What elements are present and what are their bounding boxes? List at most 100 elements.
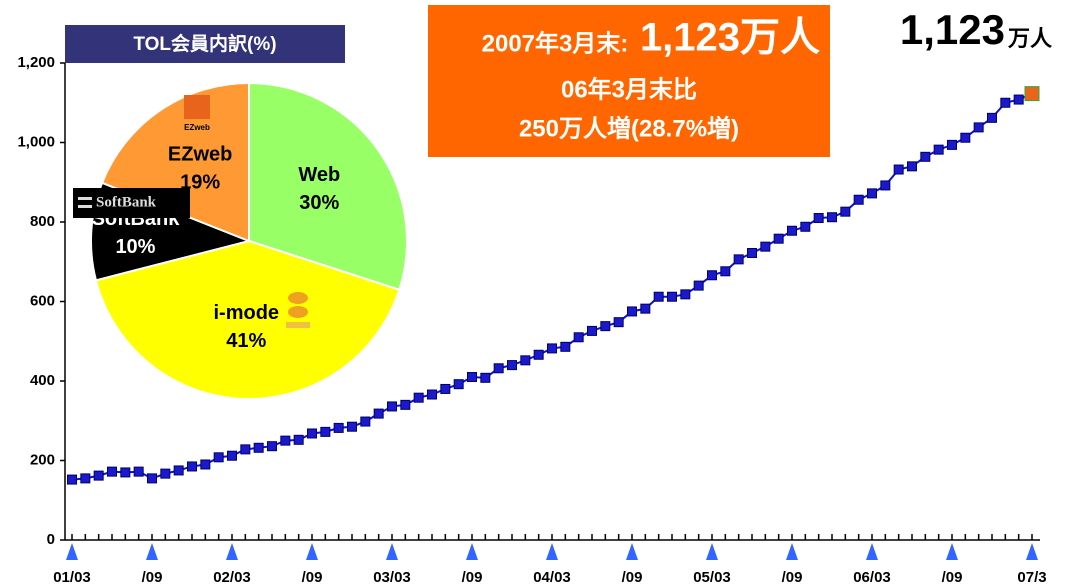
x-marker	[866, 543, 878, 560]
x-marker	[466, 543, 478, 560]
x-tick-label: /09	[942, 569, 963, 586]
data-point	[933, 144, 944, 155]
data-point	[547, 343, 557, 354]
data-point	[627, 306, 637, 317]
data-point	[840, 206, 851, 217]
data-point	[760, 241, 771, 252]
data-point	[67, 474, 77, 485]
data-point	[1000, 97, 1011, 108]
annotation: 250万人増(28.7%増)	[519, 114, 739, 142]
data-point	[507, 360, 517, 371]
data-point	[133, 466, 144, 477]
data-point	[467, 372, 477, 383]
data-point	[93, 470, 104, 481]
softbank-logo-mark	[78, 197, 92, 200]
data-point	[107, 466, 117, 477]
y-tick-label: 400	[30, 372, 55, 389]
y-tick-label: 0	[47, 531, 55, 548]
pie-slice	[100, 81, 250, 243]
x-tick-label: /09	[142, 569, 163, 586]
data-point	[387, 401, 397, 412]
x-tick-label: 02/03	[213, 569, 251, 586]
ezweb-logo-text: EZweb	[184, 123, 210, 132]
data-point	[693, 280, 704, 291]
data-point	[227, 450, 237, 461]
data-point	[893, 164, 904, 175]
x-tick-label: 04/03	[533, 569, 571, 586]
softbank-logo-mark	[78, 205, 92, 208]
pie-slice	[94, 239, 401, 400]
data-point	[80, 473, 91, 484]
pie-value-label: 30%	[299, 192, 339, 214]
inset-title: TOL会員内訳(%)	[133, 32, 276, 55]
data-point	[1024, 86, 1040, 102]
data-point	[480, 372, 491, 383]
x-marker	[306, 543, 318, 560]
x-tick-label: /09	[302, 569, 323, 586]
x-marker	[946, 543, 958, 560]
pie-label: i-mode	[213, 302, 279, 324]
y-tick-label: 800	[30, 213, 55, 230]
x-marker	[546, 543, 558, 560]
data-point	[720, 266, 731, 277]
data-point	[213, 452, 224, 463]
corner-unit: 万人	[1007, 26, 1052, 51]
x-tick-label: 05/03	[693, 569, 731, 586]
x-marker	[786, 543, 798, 560]
x-marker	[386, 543, 398, 560]
imode-logo	[286, 322, 310, 328]
y-tick-label: 600	[30, 292, 55, 309]
data-point	[880, 180, 891, 191]
data-point	[653, 291, 664, 302]
data-point	[853, 194, 864, 205]
y-tick-label: 200	[30, 451, 55, 468]
data-point	[120, 467, 131, 478]
y-tick-label: 1,200	[17, 54, 55, 71]
data-point	[267, 441, 277, 452]
data-point	[667, 291, 677, 302]
pie-label: Web	[298, 164, 340, 186]
data-point	[187, 461, 197, 472]
pie-slice	[248, 81, 408, 292]
imode-logo	[288, 306, 308, 318]
data-point	[747, 248, 757, 259]
x-marker	[1026, 543, 1038, 560]
data-point	[600, 321, 611, 332]
x-marker	[626, 543, 638, 560]
data-point	[987, 112, 997, 123]
data-point	[960, 132, 971, 143]
data-point	[800, 221, 811, 232]
pie-value-label: 41%	[226, 330, 266, 352]
x-tick-label: /09	[782, 569, 803, 586]
annotation-box	[428, 5, 830, 157]
pie-label: EZweb	[168, 143, 232, 165]
data-point	[413, 392, 424, 403]
data-point	[160, 468, 171, 479]
x-tick-label: 01/03	[53, 569, 91, 586]
data-point	[787, 225, 797, 236]
data-point	[173, 465, 184, 476]
x-tick-label: /09	[462, 569, 483, 586]
data-point	[400, 399, 411, 410]
data-point	[253, 442, 264, 453]
data-point	[520, 355, 531, 366]
data-point	[773, 233, 784, 244]
data-point	[680, 289, 691, 300]
data-point	[907, 161, 917, 172]
data-point	[707, 270, 717, 281]
data-point	[973, 122, 984, 133]
pie-value-label: 19%	[180, 171, 220, 193]
softbank-logo	[73, 188, 190, 218]
data-point	[200, 459, 211, 470]
x-tick-label: 07/3	[1017, 569, 1046, 586]
x-marker	[226, 543, 238, 560]
x-tick-label: 03/03	[373, 569, 411, 586]
data-point	[827, 212, 837, 223]
corner-value: 1,123	[900, 6, 1005, 53]
ezweb-logo	[184, 95, 210, 119]
x-tick-label: 06/03	[853, 569, 891, 586]
softbank-logo-text: SoftBank	[96, 194, 157, 210]
data-point	[293, 434, 304, 445]
data-point	[453, 379, 464, 390]
